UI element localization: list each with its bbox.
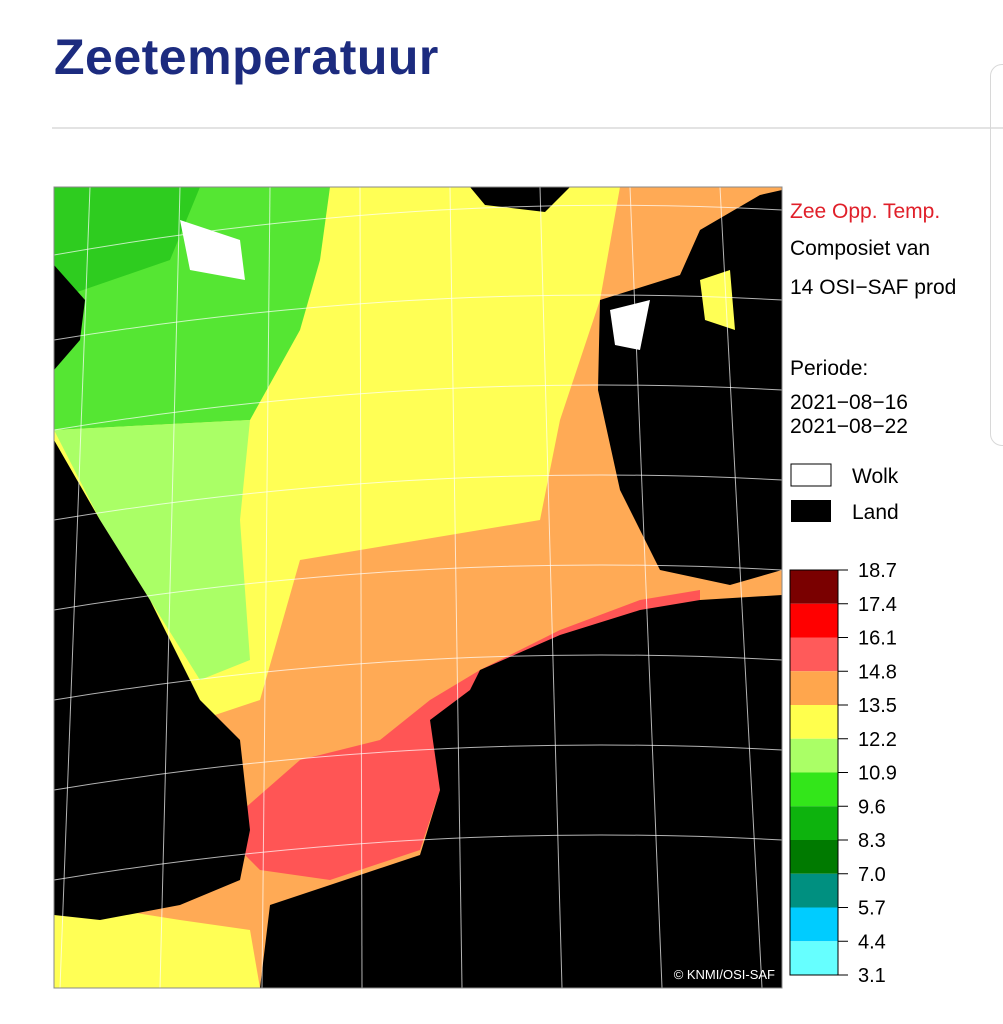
scale-label: 12.2: [858, 729, 897, 751]
scale-label: 18.7: [858, 560, 897, 582]
map: © KNMI/OSI-SAF: [54, 187, 782, 988]
page-title: Zeetemperatuur: [54, 29, 439, 85]
scale-swatch: [790, 705, 838, 739]
scale-swatch: [790, 840, 838, 874]
scale-swatch: [790, 772, 838, 807]
scale-swatch: [790, 637, 838, 672]
scale-label: 13.5: [858, 695, 897, 717]
scale-swatch: [790, 806, 838, 840]
scale-label: 9.6: [858, 796, 886, 818]
key-label: Land: [852, 501, 899, 524]
scale-swatch: [790, 738, 838, 773]
scale-label: 17.4: [858, 594, 897, 616]
description: 14 OSI−SAF prod: [790, 276, 956, 299]
color-scale: 18.7 17.4 16.1 14.8 13.5 12.2 10.9 9.6 8.3 7.0 5.7…: [789, 560, 897, 987]
key-label: Wolk: [852, 465, 899, 488]
scale-label: 10.9: [858, 763, 897, 785]
scale-label: 8.3: [858, 830, 886, 852]
land-swatch: [791, 500, 831, 522]
scale-swatch: [790, 570, 838, 604]
map-frame: [53, 186, 783, 989]
scale-swatch: [790, 671, 838, 705]
legend-title: Zee Opp. Temp.: [790, 200, 940, 223]
divider: [52, 127, 1003, 129]
cloud-swatch: [790, 463, 832, 487]
period-date: 2021−08−22: [790, 415, 908, 438]
period-label: Periode:: [790, 357, 868, 380]
description: Composiet van: [790, 237, 930, 260]
scale-label: 16.1: [858, 628, 897, 650]
scale-swatch: [790, 941, 838, 975]
scale-swatch: [790, 603, 838, 638]
scale-label: 5.7: [858, 898, 886, 920]
credit: © KNMI/OSI-SAF: [674, 967, 775, 982]
period-date: 2021−08−16: [790, 391, 908, 414]
scale-label: 4.4: [858, 931, 886, 953]
scale-label: 3.1: [858, 965, 886, 987]
scale-swatch: [790, 873, 838, 908]
scale-frame: [789, 569, 839, 976]
scale-label: 14.8: [858, 661, 897, 683]
scale-swatch: [790, 907, 838, 942]
scale-label: 7.0: [858, 864, 886, 886]
